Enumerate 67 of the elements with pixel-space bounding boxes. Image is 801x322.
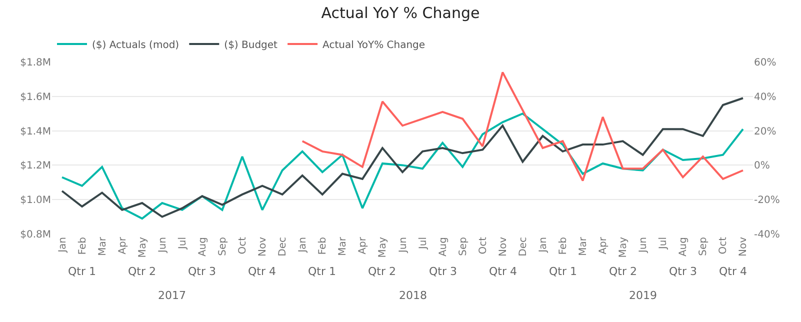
x-tick-label: Jul — [418, 237, 429, 250]
x-tick-label: Mar — [97, 236, 108, 256]
y2-tick-label: -20% — [754, 195, 780, 206]
text: 2019 — [629, 289, 657, 302]
x-tick-label: Aug — [197, 237, 208, 257]
x-tick-label: Apr — [598, 236, 610, 254]
y-tick-label: $1.4M — [20, 126, 51, 138]
x-tick-label: Feb — [318, 237, 329, 255]
y-tick-label: $1.2M — [20, 160, 51, 172]
x-tick-label: Jun — [398, 237, 409, 254]
x-tick-label: Nov — [258, 236, 269, 257]
text: Qtr 1 — [549, 265, 577, 278]
x-tick-label: Jan — [298, 237, 309, 254]
text: Qtr 1 — [308, 265, 336, 278]
text: Qtr 1 — [68, 265, 96, 278]
x-tick-label: Oct — [478, 236, 489, 254]
x-tick-label: Dec — [278, 237, 289, 256]
legend-label: ($) Actuals (mod) — [92, 40, 180, 51]
legend-label: ($) Budget — [224, 40, 278, 51]
text: Qtr 3 — [429, 265, 457, 278]
x-tick-label: Jun — [157, 237, 168, 254]
text: Qtr 4 — [489, 265, 517, 278]
y2-tick-label: -40% — [754, 230, 780, 240]
x-tick-label: Apr — [117, 236, 128, 254]
y2-tick-label: 60% — [754, 58, 776, 68]
legend-label: Actual YoY% Change — [322, 40, 426, 51]
x-tick-label: May — [618, 236, 630, 258]
x-tick-label: Dec — [518, 237, 529, 256]
x-tick-label: Oct — [718, 236, 730, 254]
x-tick-label: Feb — [77, 237, 88, 255]
x-tick-label: Sep — [458, 237, 469, 256]
text: Qtr 3 — [188, 265, 216, 278]
x-tick-label: Feb — [558, 237, 569, 255]
text: Qtr 2 — [128, 265, 156, 278]
x-tick-label: Aug — [678, 237, 690, 257]
line-series — [301, 71, 744, 182]
text: Qtr 3 — [669, 265, 697, 278]
x-tick-label: Mar — [578, 236, 590, 256]
x-tick-label: May — [137, 236, 148, 258]
x-tick-label: May — [378, 236, 389, 258]
y-tick-label: $1.6M — [20, 92, 51, 103]
y-tick-label: $1.8M — [20, 58, 51, 68]
chart-title: Actual YoY % Change — [321, 4, 480, 22]
x-tick-label: Jul — [658, 237, 670, 250]
x-tick-label: Nov — [738, 236, 750, 257]
x-tick-label: Apr — [358, 236, 369, 254]
y2-tick-label: 20% — [754, 126, 776, 138]
y-tick-label: $1.0M — [20, 195, 51, 206]
x-tick-label: Jan — [57, 237, 68, 254]
y2-tick-label: 40% — [754, 92, 776, 103]
x-tick-label: Jul — [177, 237, 188, 250]
x-tick-label: Nov — [498, 236, 509, 257]
y2-tick-label: 0% — [754, 160, 770, 172]
text: 2017 — [158, 289, 186, 302]
x-tick-label: Mar — [338, 236, 349, 256]
x-tick-label: Jun — [638, 237, 650, 254]
text: Qtr 4 — [719, 265, 747, 278]
x-tick-label: Jan — [538, 237, 549, 254]
text: Qtr 2 — [609, 265, 637, 278]
x-tick-label: Sep — [698, 237, 710, 256]
text: Qtr 2 — [368, 265, 396, 278]
x-tick-label: Sep — [217, 237, 228, 256]
text: Qtr 4 — [248, 265, 276, 278]
x-tick-label: Aug — [438, 237, 449, 257]
y-tick-label: $0.8M — [20, 230, 51, 240]
text: 2018 — [399, 289, 427, 302]
x-tick-label: Oct — [238, 236, 249, 254]
